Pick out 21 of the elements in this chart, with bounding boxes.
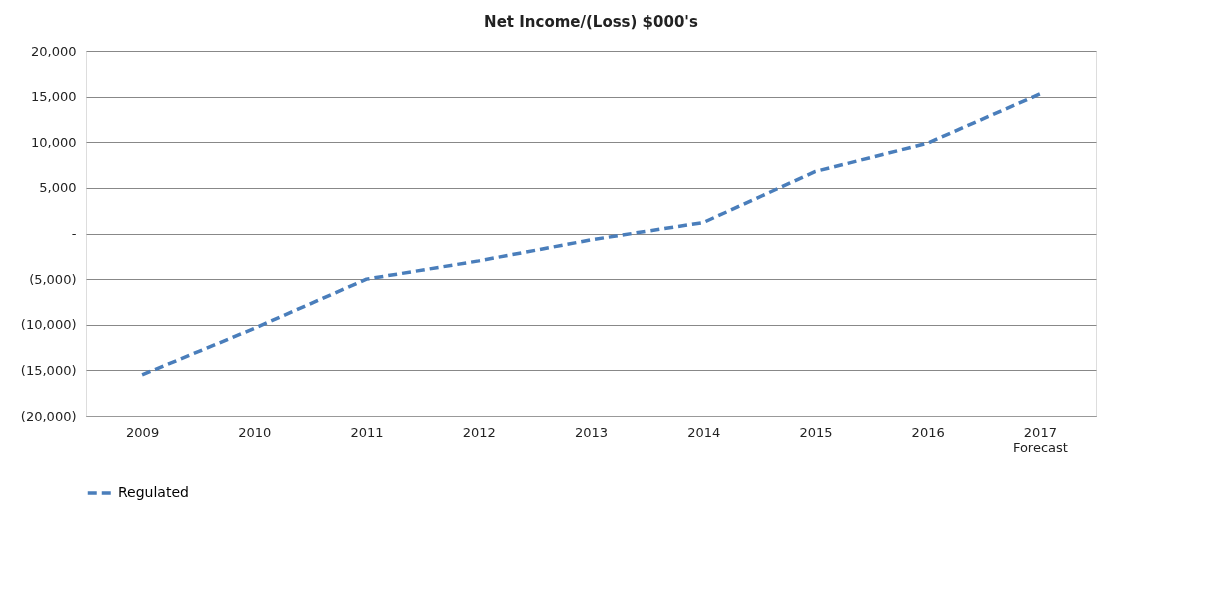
x-tick-label: 2011 <box>350 424 384 440</box>
x-tick-label: 2017 Forecast <box>1012 424 1068 455</box>
y-tick-label: (10,000) <box>20 317 77 333</box>
y-tick-label: (20,000) <box>20 408 77 424</box>
y-tick-label: 5,000 <box>39 180 77 196</box>
x-tick-label: 2014 <box>687 424 721 440</box>
x-tick-label: 2016 <box>911 424 945 440</box>
y-tick-label: 15,000 <box>31 89 77 105</box>
y-tick-label: - <box>71 226 77 241</box>
x-tick-label: 2013 <box>574 424 609 440</box>
y-tick-label: 20,000 <box>31 43 77 59</box>
x-tick-label: 2012 <box>462 424 496 440</box>
x-tick-label: 2015 <box>799 424 833 440</box>
chart-title: Net Income/(Loss) $000's <box>484 13 698 31</box>
y-tick-label: (15,000) <box>20 362 77 378</box>
y-tick-label: 10,000 <box>31 134 77 150</box>
legend-label: Regulated <box>118 484 189 500</box>
line-series <box>140 92 1042 377</box>
x-tick-label: 2010 <box>238 424 272 440</box>
x-tick-label: 2009 <box>126 424 160 440</box>
y-tick-label: (5,000) <box>29 271 77 287</box>
